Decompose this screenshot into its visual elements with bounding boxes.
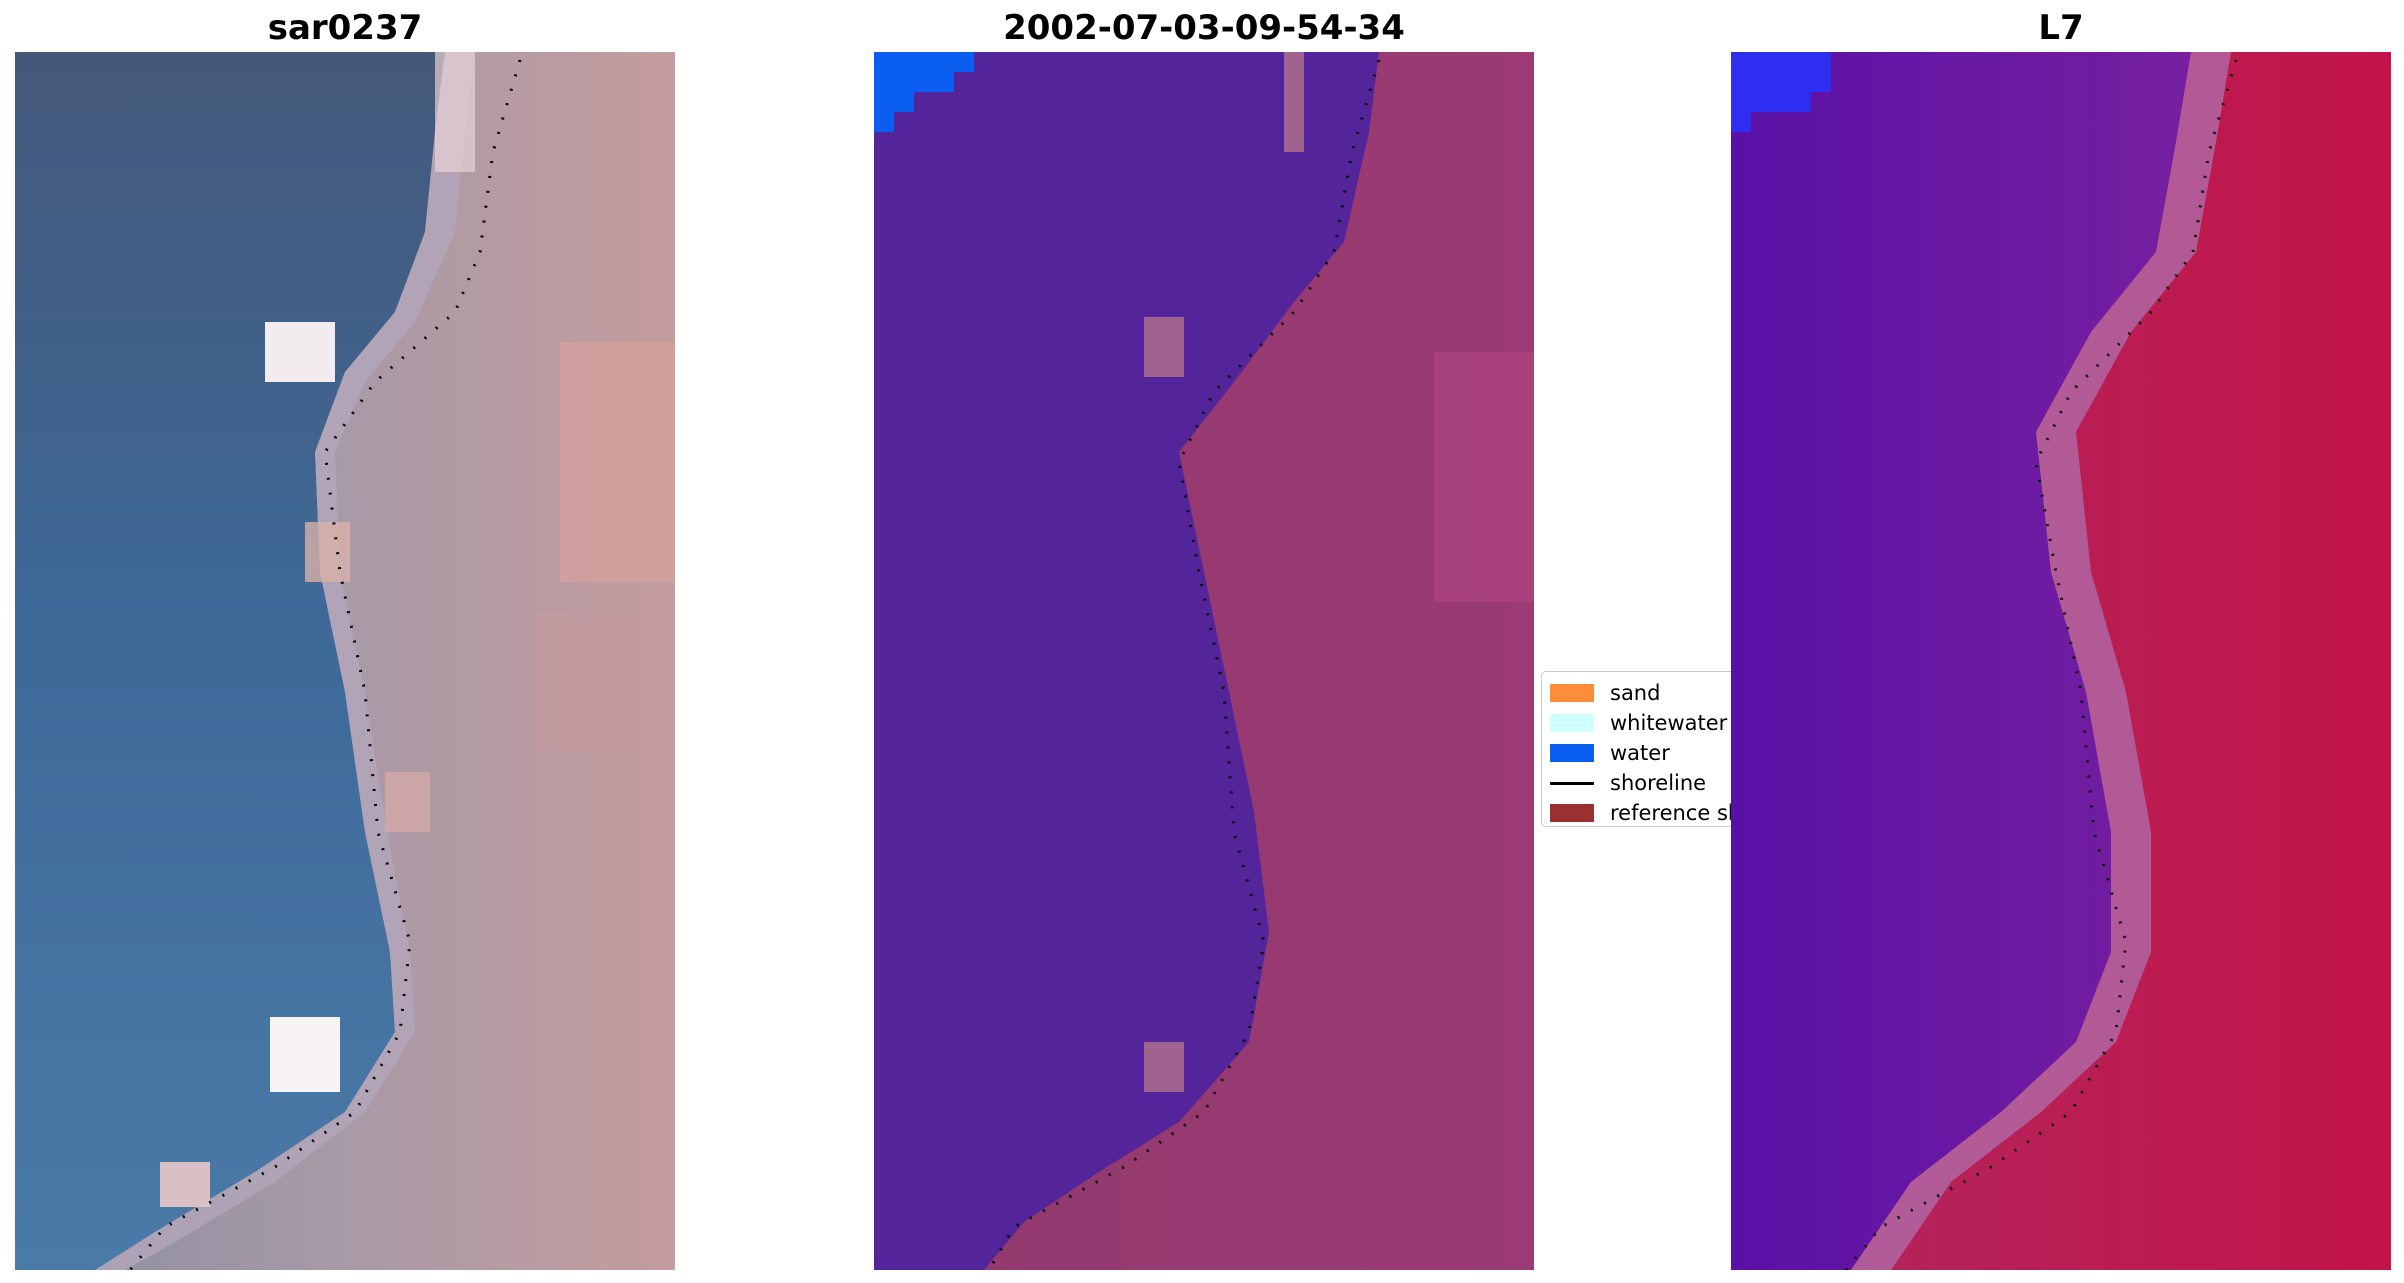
- index-image-panel: [1731, 52, 2391, 1270]
- classified-image: [874, 52, 1534, 1270]
- legend-label: whitewater: [1610, 711, 1728, 735]
- sand-swatch: [1550, 684, 1594, 702]
- legend: sand whitewater water shoreline referenc…: [1541, 671, 1731, 827]
- rgb-image: [15, 52, 675, 1270]
- legend-label: shoreline: [1610, 771, 1707, 795]
- water-swatch: [1550, 744, 1594, 762]
- legend-label: sand: [1610, 681, 1661, 705]
- legend-item-whitewater: whitewater: [1550, 710, 1727, 736]
- panel-title-classified: 2002-07-03-09-54-34: [1003, 8, 1405, 48]
- legend-item-water: water: [1550, 740, 1670, 766]
- legend-label: water: [1610, 741, 1670, 765]
- legend-item-shoreline: shoreline: [1550, 770, 1706, 796]
- index-image: [1731, 52, 2391, 1270]
- panel-title-index: L7: [2038, 8, 2084, 48]
- panel-title-rgb: sar0237: [267, 8, 423, 48]
- classified-image-panel: [874, 52, 1534, 1270]
- whitewater-swatch: [1550, 714, 1594, 732]
- shoreline-line-icon: [1550, 781, 1594, 785]
- reference-shoreline-swatch: [1550, 804, 1594, 822]
- legend-item-sand: sand: [1550, 680, 1660, 706]
- legend-item-reference-shoreline: reference shoreline: [1550, 800, 1731, 826]
- rgb-image-panel: [15, 52, 675, 1270]
- legend-label: reference shoreline: [1610, 801, 1731, 825]
